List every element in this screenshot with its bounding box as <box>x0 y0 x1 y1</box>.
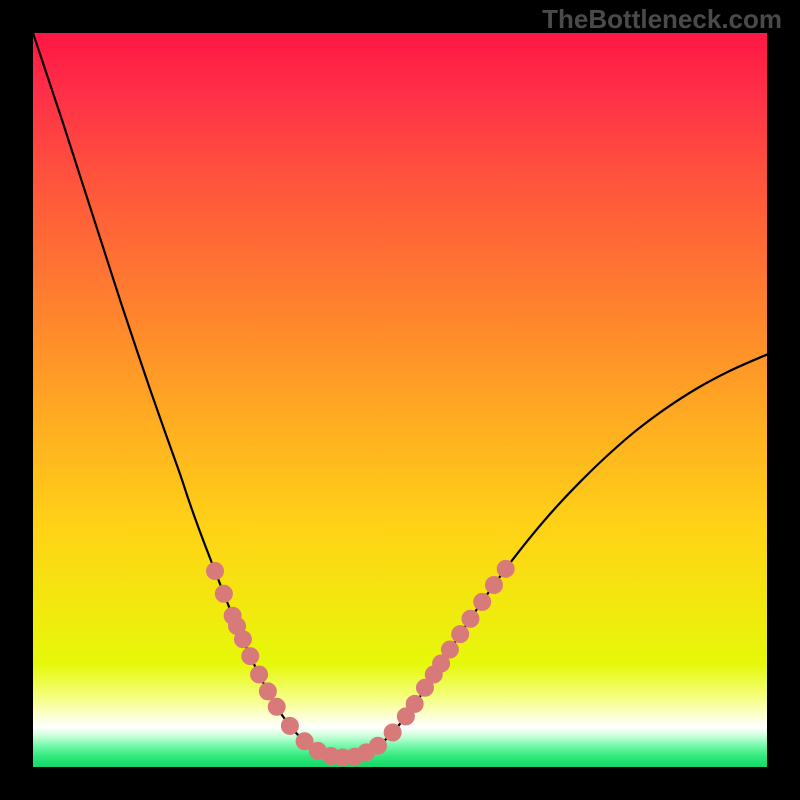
marker-dot <box>234 631 251 648</box>
watermark-text: TheBottleneck.com <box>542 4 782 35</box>
marker-dot <box>268 698 285 715</box>
marker-dot <box>452 626 469 643</box>
marker-dot <box>462 610 479 627</box>
curve-left-arm <box>33 33 321 752</box>
marker-dot <box>406 695 423 712</box>
marker-dot <box>215 585 232 602</box>
curve-layer <box>33 33 767 767</box>
marker-dot <box>242 648 259 665</box>
marker-dot <box>474 593 491 610</box>
marker-dot <box>207 563 224 580</box>
marker-dot <box>384 724 401 741</box>
marker-dot <box>497 560 514 577</box>
chart-outer-frame: TheBottleneck.com <box>0 0 800 800</box>
marker-dot <box>441 641 458 658</box>
marker-dot <box>251 666 268 683</box>
marker-dot <box>259 683 276 700</box>
marker-dot <box>369 737 386 754</box>
plot-area <box>33 33 767 767</box>
marker-dot <box>485 576 502 593</box>
marker-dot <box>281 717 298 734</box>
